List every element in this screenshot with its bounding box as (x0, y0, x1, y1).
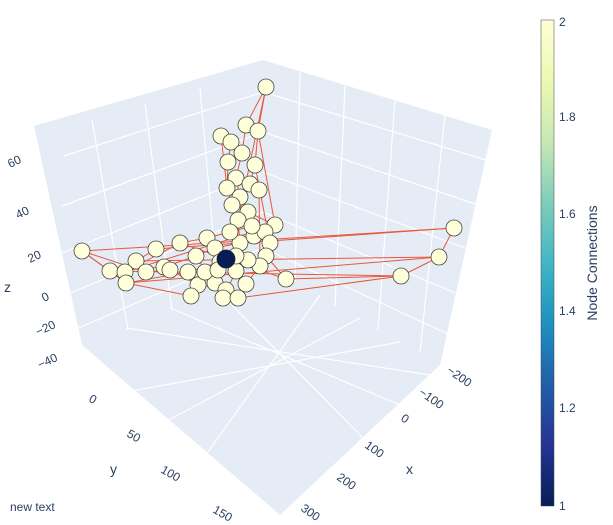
network-node (237, 275, 255, 293)
x-axis-title: x (406, 461, 413, 477)
network-edge (257, 130, 276, 226)
network-node (430, 248, 448, 266)
grid-line (334, 85, 346, 307)
z-tick-label: 0 (39, 289, 51, 305)
network-edge (285, 275, 402, 280)
network-node (246, 156, 264, 174)
network-node (221, 223, 239, 241)
colorbar: 1 1.2 1.4 1.6 1.8 2 Node Connections (540, 15, 600, 513)
z-tick-label: 60 (5, 152, 23, 170)
colorbar-gradient (540, 19, 555, 507)
network-node (161, 261, 179, 279)
y-tick-label: 150 (211, 502, 236, 524)
colorbar-tick-label: 1.2 (559, 401, 576, 415)
grid-line (169, 307, 401, 406)
network-node (117, 274, 135, 292)
grid-line (91, 119, 129, 331)
floor (82, 260, 440, 515)
back-wall-right (263, 60, 492, 365)
network-node (182, 287, 200, 305)
network-node (445, 219, 463, 237)
colorbar-tick-label: 1.6 (559, 207, 576, 221)
network-node (101, 262, 119, 280)
network-node (229, 289, 247, 307)
z-tick-label: −20 (33, 317, 58, 338)
colorbar-title: Node Connections (584, 205, 600, 320)
y-tick-label: 50 (125, 426, 144, 445)
grid-line (294, 71, 301, 283)
network-node (249, 122, 267, 140)
colorbar-tick-label: 1.8 (559, 110, 576, 124)
network-node (243, 217, 261, 235)
network-node (223, 196, 241, 214)
colorbar-tick-label: 1.4 (559, 304, 576, 318)
grid-line (214, 287, 366, 441)
network-node (73, 242, 91, 260)
grid-line (262, 91, 487, 161)
network-node (222, 133, 240, 151)
network-node (218, 179, 236, 197)
x-tick-label: 100 (362, 438, 387, 461)
scene-panes (34, 60, 492, 515)
z-tick-label: 20 (25, 247, 43, 265)
x-tick-label: 300 (298, 501, 323, 524)
network-node (233, 144, 251, 162)
network-node (277, 270, 295, 288)
grid-line (377, 99, 396, 331)
z-axis-title: z (4, 279, 11, 295)
x-tick-label: −200 (444, 363, 474, 390)
network-edge (125, 282, 192, 297)
network-node (229, 211, 247, 229)
scene-grid (61, 71, 487, 471)
network-node (392, 267, 410, 285)
network-node (171, 234, 189, 252)
y-tick-label: 100 (159, 462, 184, 484)
colorbar-tick-label: 2 (559, 15, 566, 29)
x-tick-label: −100 (416, 385, 446, 412)
network-node (250, 181, 268, 199)
network-nodes (73, 78, 463, 307)
x-tick-label: 200 (334, 470, 359, 493)
grid-line (63, 91, 264, 157)
y-tick-label: 0 (87, 391, 100, 407)
network-node (219, 153, 237, 171)
colorbar-tick-label: 1 (559, 499, 566, 513)
z-tick-label: −40 (35, 350, 60, 371)
x-tick-label: 0 (398, 411, 412, 426)
grid-line (109, 341, 401, 396)
network-edge (237, 275, 402, 299)
y-axis-title: y (110, 461, 117, 477)
network-node (127, 252, 145, 270)
network-edge (135, 256, 440, 262)
grid-line (262, 247, 451, 336)
network-node (257, 78, 275, 96)
z-tick-label: 40 (13, 203, 31, 221)
network-node (214, 289, 232, 307)
grid-line (149, 317, 361, 431)
network-node (179, 263, 197, 281)
annotation-text: new text (10, 500, 55, 514)
grid-line (419, 114, 446, 353)
grid-line (194, 294, 321, 471)
network-edge (125, 256, 440, 284)
network-node (187, 247, 205, 265)
network-node (137, 263, 155, 281)
network-node (147, 240, 165, 258)
network-node-hub (216, 249, 236, 269)
